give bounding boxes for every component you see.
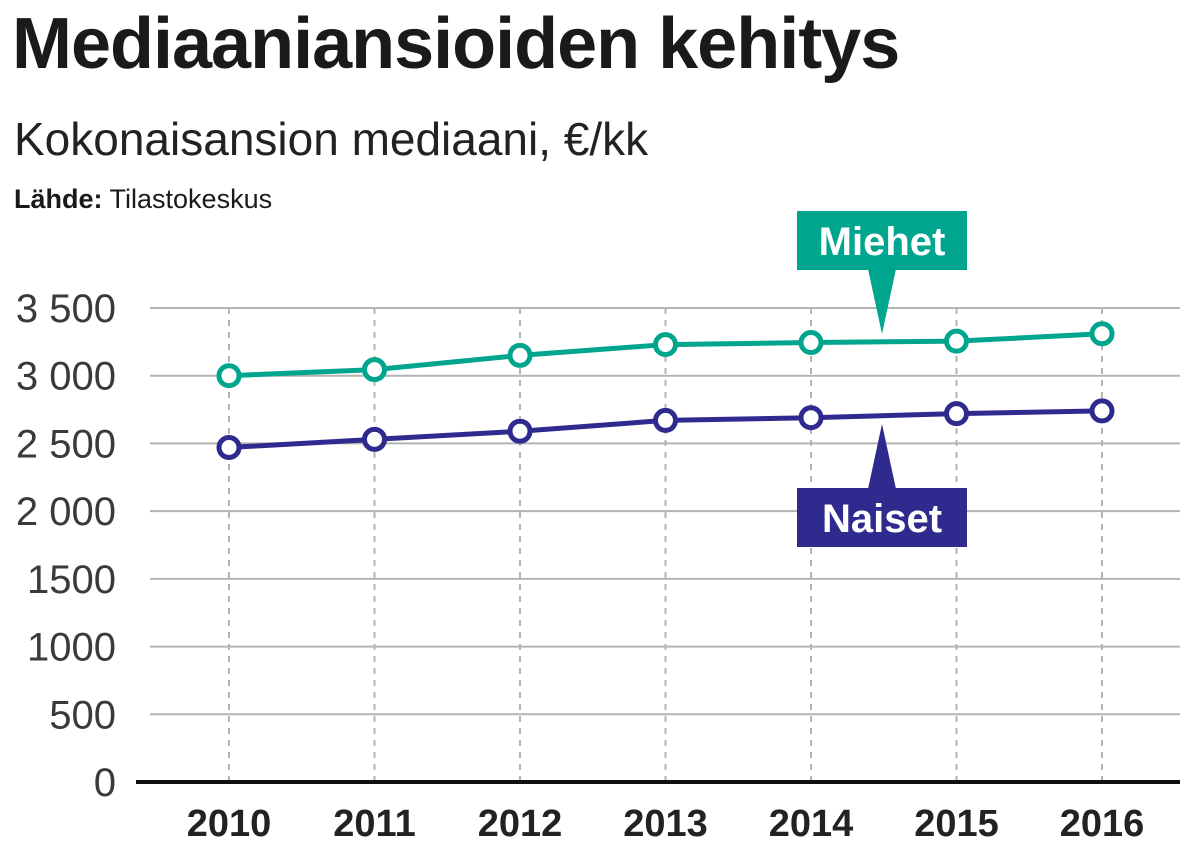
y-tick-label: 3 500 [16,287,116,331]
x-axis-ticks: 2010 2011 2012 2013 2014 2015 2016 [187,803,1145,845]
y-tick-label: 1500 [27,558,116,602]
series-layer [216,321,1115,460]
chart-title: Mediaaniansioiden kehitys [12,4,900,84]
source-line: Lähde: Tilastokeskus [14,186,272,213]
callout-box [797,488,967,547]
data-point-naiset [362,426,387,452]
series-naiset [216,398,1115,460]
callout-label: Naiset [822,497,942,541]
x-tick-label: 2015 [914,803,999,845]
callout-pointer [868,269,896,334]
callout-pointer [868,424,896,489]
x-tick-label: 2014 [769,803,854,845]
data-point-naiset [216,434,242,460]
x-tick-label: 2013 [623,803,708,845]
data-point-miehet [653,332,678,358]
data-point-miehet [1089,321,1115,347]
series-callouts: Miehet Naiset [797,211,967,547]
data-point-miehet [798,330,824,356]
data-point-naiset [507,418,533,444]
y-tick-label: 2 000 [16,490,116,534]
x-tick-label: 2011 [333,803,415,845]
y-tick-label: 500 [49,693,116,737]
data-point-miehet [507,342,533,368]
callout-label: Miehet [819,220,946,264]
callout-miehet: Miehet [797,211,967,334]
vertical-gridlines [228,308,1103,782]
y-tick-label: 0 [94,761,116,805]
x-tick-label: 2012 [478,803,563,845]
data-point-naiset [653,407,678,433]
chart-subtitle: Kokonaisansion mediaani, €/kk [14,113,649,165]
y-tick-label: 3 000 [16,355,116,399]
callout-box [797,211,967,270]
source-label: Lähde: [14,184,103,214]
data-point-naiset [1089,398,1115,424]
y-tick-label: 2 500 [16,422,116,466]
data-point-miehet [944,328,969,354]
callout-naiset: Naiset [797,424,967,547]
y-tick-label: 1000 [27,626,116,670]
data-point-naiset [798,405,824,431]
data-point-miehet [362,357,387,383]
x-tick-label: 2010 [187,803,272,845]
data-point-naiset [944,401,969,427]
x-tick-label: 2016 [1060,803,1145,845]
source-value: Tilastokeskus [109,184,273,214]
y-axis-ticks: 0 500 1000 1500 2 000 2 500 3 000 3 500 [16,287,116,805]
data-point-miehet [216,363,242,389]
series-miehet [216,321,1115,389]
